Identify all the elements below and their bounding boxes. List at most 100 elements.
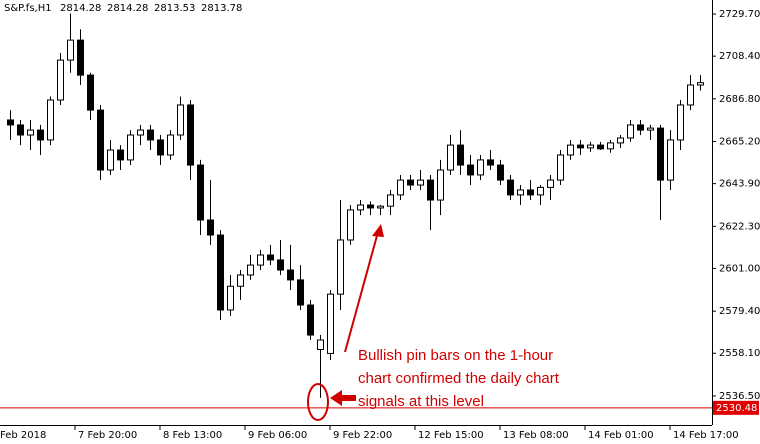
candle-body bbox=[327, 293, 334, 354]
x-tick-label: 7 Feb 20:00 bbox=[78, 430, 137, 441]
candle-body bbox=[537, 186, 544, 196]
candle-body bbox=[347, 209, 354, 241]
candle-body bbox=[357, 204, 364, 211]
candle-body bbox=[237, 274, 244, 287]
candle-body bbox=[177, 104, 184, 136]
candle-body bbox=[517, 189, 524, 196]
candle-body bbox=[457, 144, 464, 166]
candle-body bbox=[687, 84, 694, 106]
x-tick-label: 12 Feb 15:00 bbox=[418, 430, 484, 441]
candle-body bbox=[467, 164, 474, 176]
candle-body bbox=[367, 204, 374, 209]
symbol: S&P.fs,H1 bbox=[4, 3, 52, 14]
header-value: 2813.53 bbox=[154, 3, 195, 14]
y-tick-label: 2579.40 bbox=[719, 306, 760, 317]
candle-body bbox=[337, 239, 344, 295]
y-tick-label: 2622.30 bbox=[719, 221, 760, 232]
price-label-box bbox=[713, 400, 759, 415]
candle-body bbox=[297, 279, 304, 306]
candle-body bbox=[407, 179, 414, 186]
y-tick-label: 2558.10 bbox=[719, 348, 760, 359]
candle-body bbox=[507, 179, 514, 196]
candle-body bbox=[597, 144, 604, 150]
candle-body bbox=[77, 39, 84, 76]
y-tick-label: 2708.40 bbox=[719, 51, 760, 62]
arrow-line bbox=[344, 231, 379, 353]
x-tick-label: 9 Feb 22:00 bbox=[333, 430, 392, 441]
candle-body bbox=[167, 134, 174, 156]
candle-body bbox=[317, 339, 324, 350]
header-value: 2814.28 bbox=[107, 3, 148, 14]
candle-body bbox=[17, 124, 24, 136]
x-tick-label: 13 Feb 08:00 bbox=[503, 430, 569, 441]
candle-body bbox=[647, 127, 654, 131]
candle-body bbox=[377, 205, 384, 209]
y-tick-label: 2601.00 bbox=[719, 263, 760, 274]
x-tick-label: 14 Feb 17:00 bbox=[673, 430, 739, 441]
candle-body bbox=[127, 134, 134, 161]
candle-body bbox=[247, 264, 254, 276]
candle-body bbox=[497, 164, 504, 181]
candle-body bbox=[7, 119, 14, 126]
header-value: 2813.78 bbox=[201, 3, 242, 14]
candle-body bbox=[607, 142, 614, 150]
annotation-line: signals at this level bbox=[358, 393, 484, 410]
candle-body bbox=[187, 104, 194, 166]
candle-body bbox=[587, 144, 594, 149]
candle-body bbox=[87, 74, 94, 111]
candle-body bbox=[677, 104, 684, 141]
candle-body bbox=[287, 269, 294, 281]
candle-body bbox=[37, 129, 44, 141]
candle-body bbox=[147, 129, 154, 141]
highlight-circle bbox=[307, 383, 329, 421]
candle-body bbox=[437, 169, 444, 201]
annotation-line: Bullish pin bars on the 1-hour bbox=[358, 347, 553, 364]
candle-body bbox=[157, 139, 164, 156]
candle-body bbox=[27, 129, 34, 136]
candle-body bbox=[217, 234, 224, 311]
x-tick-label: 14 Feb 01:00 bbox=[588, 430, 654, 441]
candle-body bbox=[107, 149, 114, 171]
x-tick-label: 8 Feb 13:00 bbox=[163, 430, 222, 441]
candle-body bbox=[627, 124, 634, 139]
candle-body bbox=[137, 129, 144, 136]
candle-body bbox=[557, 154, 564, 181]
candle-body bbox=[477, 159, 484, 176]
candle-body bbox=[97, 109, 104, 171]
candle-body bbox=[657, 127, 664, 181]
candle-body bbox=[567, 144, 574, 156]
y-tick-label: 2643.90 bbox=[719, 179, 760, 190]
candle-body bbox=[257, 254, 264, 266]
candle-body bbox=[667, 139, 674, 181]
candle-body bbox=[527, 189, 534, 196]
candles bbox=[7, 13, 704, 398]
candle-body bbox=[57, 59, 64, 101]
y-tick-label: 2729.70 bbox=[719, 9, 760, 20]
annotation-line: chart confirmed the daily chart bbox=[358, 370, 560, 387]
candle-body bbox=[117, 149, 124, 161]
candle-body bbox=[617, 137, 624, 144]
candle-body bbox=[267, 254, 274, 261]
candle-body bbox=[227, 285, 234, 311]
pointer-arrow bbox=[330, 390, 356, 406]
y-tick-label: 2665.20 bbox=[719, 137, 760, 148]
x-tick-label: 9 Feb 06:00 bbox=[248, 430, 307, 441]
candle-body bbox=[637, 124, 644, 131]
y-tick-label: 2686.80 bbox=[719, 94, 760, 105]
candle-body bbox=[387, 194, 394, 207]
candle-body bbox=[447, 144, 454, 171]
candle-body bbox=[547, 179, 554, 188]
candle-body bbox=[697, 82, 704, 86]
x-tick-label: Feb 2018 bbox=[0, 430, 46, 441]
candle-body bbox=[417, 179, 424, 186]
candle-body bbox=[397, 179, 404, 196]
candle-body bbox=[307, 304, 314, 336]
candle-body bbox=[207, 219, 214, 236]
price-label: 2530.48 bbox=[716, 403, 757, 414]
y-tick-label: 2536.50 bbox=[719, 391, 760, 402]
candle-body bbox=[197, 164, 204, 221]
arrow-head bbox=[372, 224, 384, 237]
candle-body bbox=[577, 144, 584, 149]
